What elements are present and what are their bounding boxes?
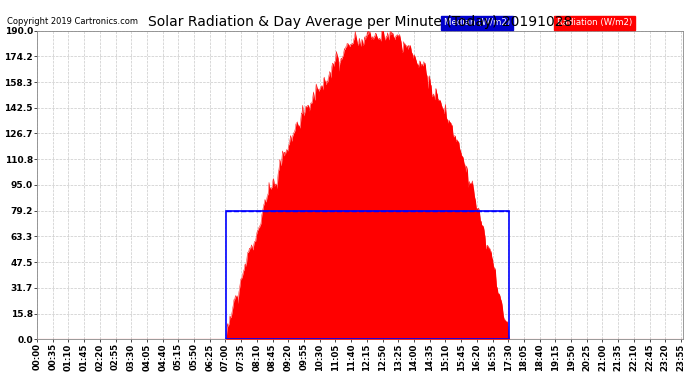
Bar	[226, 210, 509, 339]
Text: Copyright 2019 Cartronics.com: Copyright 2019 Cartronics.com	[7, 17, 138, 26]
Title: Solar Radiation & Day Average per Minute (Today) 20191028: Solar Radiation & Day Average per Minute…	[148, 15, 572, 29]
Text: Radiation (W/m2): Radiation (W/m2)	[557, 18, 632, 27]
Text: Median (W/m2): Median (W/m2)	[444, 18, 510, 27]
